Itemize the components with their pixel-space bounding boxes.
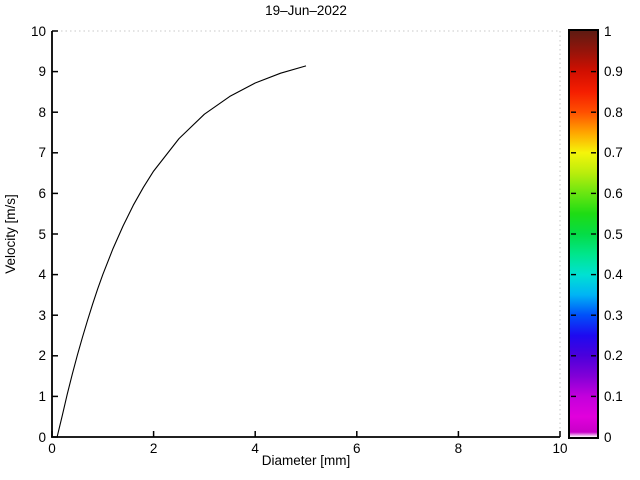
velocity-vs-diameter-curve [56, 65, 307, 438]
x-tick-label: 4 [251, 441, 259, 456]
colorbar-tick-label: 0.2 [604, 348, 623, 364]
y-tick-label: 2 [38, 348, 46, 364]
x-tick-label: 6 [353, 441, 361, 456]
colorbar-tick-label: 0.6 [604, 185, 623, 201]
x-axis-label: Diameter [mm] [261, 453, 351, 468]
colorbar-tick-label: 0 [604, 429, 612, 445]
colorbar-tick-label: 0.1 [604, 388, 623, 404]
y-tick-label: 4 [38, 267, 46, 283]
y-tick-label: 6 [38, 185, 46, 201]
colorbar-tick-label: 1 [604, 23, 612, 39]
colorbar-border [568, 29, 599, 439]
x-tick-label: 0 [48, 441, 56, 456]
colorbar-tick-label: 0.9 [604, 64, 623, 80]
x-tick-label: 2 [149, 441, 158, 456]
colorbar-tick-label: 0.4 [604, 267, 623, 283]
x-tick-label: 8 [454, 441, 463, 456]
y-tick-label: 3 [38, 307, 46, 323]
y-tick-label: 10 [30, 23, 46, 39]
colorbar-tick-label: 0.3 [604, 307, 623, 323]
plot-title: 19–Jun–2022 [265, 3, 347, 18]
colorbar-tick-label: 0.5 [604, 226, 623, 242]
y-tick-label: 0 [38, 429, 46, 445]
y-tick-label: 9 [38, 64, 46, 80]
y-tick-label: 8 [38, 104, 46, 120]
y-tick-label: 5 [38, 226, 46, 242]
colorbar-tick-label: 0.8 [604, 104, 623, 120]
x-tick-label: 10 [552, 441, 568, 456]
y-tick-label: 7 [38, 145, 46, 161]
colorbar-tick-label: 0.7 [604, 145, 623, 161]
y-tick-label: 1 [38, 388, 46, 404]
